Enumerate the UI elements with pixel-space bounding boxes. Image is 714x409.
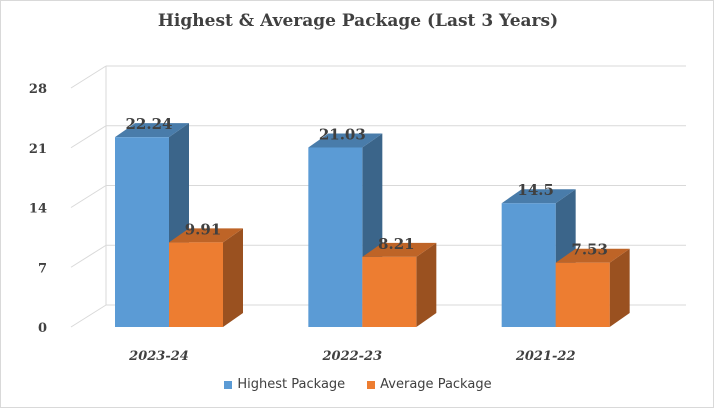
bar <box>362 256 417 327</box>
chart-title: Highest & Average Package (Last 3 Years) <box>157 11 559 31</box>
gridline-diag <box>70 304 107 328</box>
bar <box>555 262 610 327</box>
bar <box>169 242 223 327</box>
y-tick-label: 21 <box>29 142 47 157</box>
data-label: 21.03 <box>319 125 366 143</box>
y-tick-label: 28 <box>29 82 47 97</box>
data-label: 7.53 <box>571 241 608 259</box>
bar-top <box>501 189 576 204</box>
legend: Highest Package Average Package <box>1 377 714 392</box>
legend-item-average: Average Package <box>367 377 492 392</box>
gridline-diag <box>70 125 107 149</box>
y-tick-label: 14 <box>29 202 47 217</box>
legend-swatch-average <box>367 380 376 389</box>
bar-top <box>169 228 243 243</box>
label-layer: 22.24 9.91 21.03 8.21 14.5 7.53 <box>126 115 608 259</box>
x-tick-label: 2021-22 <box>515 349 576 364</box>
legend-item-highest: Highest Package <box>224 377 345 392</box>
data-label: 14.5 <box>517 181 554 199</box>
legend-label-highest: Highest Package <box>237 377 346 392</box>
legend-label-average: Average Package <box>380 377 492 392</box>
data-label: 22.24 <box>126 115 173 133</box>
gridline-diag <box>70 185 107 208</box>
y-tick-label: 0 <box>38 321 47 336</box>
bar-top <box>115 123 189 138</box>
bar <box>115 137 169 327</box>
bar-side <box>223 228 243 327</box>
bar-top <box>555 248 630 263</box>
bar <box>501 203 556 327</box>
y-tick-label: 7 <box>38 261 47 276</box>
bar-top <box>362 242 437 257</box>
gridline-diag <box>70 65 107 89</box>
axis-layer: 0 7 14 21 28 2023-24 2022-23 2021-22 <box>29 82 576 364</box>
bar-top <box>308 133 383 148</box>
bar-side <box>416 242 437 327</box>
data-label: 9.91 <box>185 220 222 238</box>
bar-side <box>609 248 630 327</box>
x-tick-label: 2023-24 <box>128 349 189 364</box>
x-tick-label: 2022-23 <box>321 349 382 364</box>
data-label: 8.21 <box>378 235 415 253</box>
gridline-diag <box>70 244 107 268</box>
legend-swatch-highest <box>224 380 233 389</box>
bar-layer <box>115 123 630 327</box>
bar <box>308 147 363 327</box>
